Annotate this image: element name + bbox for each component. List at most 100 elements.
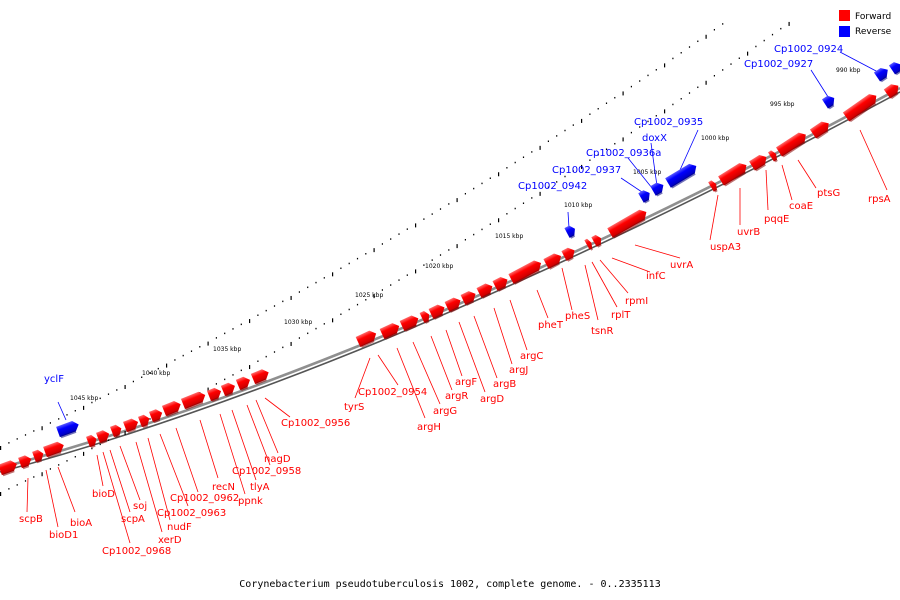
gene-label-cp1002-0954: Cp1002_0954: [358, 387, 427, 398]
scale-dot: [531, 151, 533, 153]
leader-line: [354, 357, 371, 399]
gene-label-soj: soj: [133, 501, 147, 512]
scale-dot: [149, 372, 151, 374]
gene-label-phet: pheT: [538, 320, 564, 331]
scale-dot: [747, 51, 749, 56]
gene-label-infc: infC: [646, 271, 666, 282]
gene-label-cp1002-0956: Cp1002_0956: [281, 418, 350, 429]
scale-dot: [448, 203, 450, 205]
forward-gene-arrow: [161, 401, 181, 418]
scale-dot: [224, 378, 226, 381]
scale-dot: [406, 228, 408, 230]
scale-dot: [547, 186, 549, 189]
scale-dot: [174, 359, 176, 361]
scale-dot: [589, 113, 591, 115]
gene-label-scpb: scpB: [19, 514, 43, 525]
scale-dot: [688, 92, 691, 94]
scale-dot: [348, 262, 350, 265]
scale-dot: [506, 213, 508, 215]
scale-dot: [132, 380, 134, 383]
leader-line: [175, 427, 199, 493]
forward-gene-arrow: [561, 247, 575, 262]
forward-gene-arrow: [492, 277, 508, 292]
scale-dot: [464, 238, 466, 241]
forward-gene-arrow: [591, 234, 602, 248]
leader-line: [119, 445, 141, 501]
forward-gene-arrow: [399, 315, 419, 332]
gene-label-coae: coaE: [789, 201, 813, 212]
scale-dot: [33, 476, 35, 478]
scale-dot: [456, 244, 458, 249]
scale-dot: [373, 294, 375, 299]
scale-dot: [514, 207, 516, 210]
scale-dot: [74, 409, 76, 412]
scale-dot: [439, 208, 442, 210]
leader-line: [839, 51, 879, 73]
scale-dot: [647, 120, 649, 123]
scale-label: 1030 kbp: [284, 319, 312, 326]
scale-dot: [16, 484, 18, 486]
scale-dot: [564, 129, 566, 132]
scale-dot: [232, 328, 234, 330]
gene-label-nagd: nagD: [264, 454, 291, 465]
scale-dot: [224, 332, 226, 335]
gene-features: [0, 62, 900, 477]
scale-dot: [33, 430, 35, 432]
leader-line: [591, 261, 618, 308]
scale-dot: [614, 96, 616, 99]
leader-line: [536, 289, 549, 319]
leader-line: [650, 142, 658, 187]
scale-dot: [83, 451, 85, 456]
scale-dot: [107, 439, 110, 441]
scale-label: 1025 kbp: [355, 292, 383, 299]
scale-dot: [8, 488, 10, 490]
scale-dot: [265, 309, 267, 312]
scale-label: 995 kbp: [770, 101, 795, 108]
scale-dot: [605, 148, 608, 150]
gene-label-argj: argJ: [509, 365, 528, 376]
leader-line: [781, 164, 793, 201]
scale-dot: [489, 223, 491, 225]
scale-dot: [207, 341, 209, 346]
scale-dot: [630, 85, 632, 88]
scale-dot: [605, 102, 608, 104]
gene-label-xerd: xerD: [158, 535, 182, 546]
forward-gene-arrow: [543, 253, 562, 270]
scale-dot: [157, 367, 159, 370]
scale-dot: [639, 80, 641, 82]
leader-line: [509, 299, 528, 351]
scale-dot: [655, 69, 657, 71]
forward-gene-arrow: [768, 150, 778, 163]
gene-label-nudf: nudF: [167, 522, 192, 533]
gene-label-cp1002-0968: Cp1002_0968: [102, 546, 171, 557]
leader-line: [159, 433, 189, 507]
scale-dot: [74, 455, 76, 458]
scale-dot: [249, 319, 251, 324]
reverse-gene-arrow: [888, 62, 900, 76]
scale-dot: [58, 418, 60, 420]
scale-dot: [99, 443, 101, 446]
scale-dot: [439, 254, 442, 256]
gene-label-tlya: tlyA: [250, 482, 270, 493]
scale-dot: [398, 233, 400, 235]
scale-dot: [406, 274, 408, 276]
leader-line: [584, 264, 599, 321]
scale-dot: [431, 213, 433, 215]
scale-dot: [531, 197, 533, 199]
scale-dot: [664, 63, 666, 68]
scale-dot: [771, 33, 774, 36]
scale-dot: [290, 295, 292, 300]
scale-dot: [498, 172, 500, 177]
gene-label-argg: argG: [433, 406, 457, 417]
scale-dot: [356, 303, 359, 306]
backbone-inner: [0, 91, 900, 473]
scale-label: 1005 kbp: [633, 169, 661, 176]
scale-dot: [539, 145, 541, 150]
gene-label-cp1002-0927: Cp1002_0927: [744, 59, 813, 70]
scale-dot: [232, 374, 234, 376]
leader-line: [627, 157, 653, 189]
scale-dots-bottom: [0, 21, 790, 496]
scale-dot: [83, 405, 85, 410]
scale-dot: [124, 385, 126, 390]
